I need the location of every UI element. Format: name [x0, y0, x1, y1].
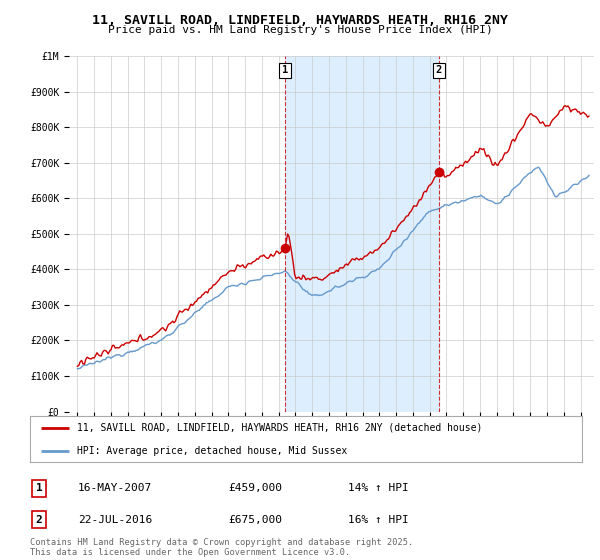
- Text: 1: 1: [35, 483, 43, 493]
- Text: £675,000: £675,000: [228, 515, 282, 525]
- Text: 16-MAY-2007: 16-MAY-2007: [78, 483, 152, 493]
- Bar: [285, 56, 439, 412]
- Text: 11, SAVILL ROAD, LINDFIELD, HAYWARDS HEATH, RH16 2NY: 11, SAVILL ROAD, LINDFIELD, HAYWARDS HEA…: [92, 14, 508, 27]
- Text: Contains HM Land Registry data © Crown copyright and database right 2025.
This d: Contains HM Land Registry data © Crown c…: [30, 538, 413, 557]
- Text: 22-JUL-2016: 22-JUL-2016: [78, 515, 152, 525]
- Text: 2: 2: [436, 65, 442, 75]
- Text: 14% ↑ HPI: 14% ↑ HPI: [348, 483, 409, 493]
- Text: 1: 1: [282, 65, 288, 75]
- Text: 2: 2: [35, 515, 43, 525]
- Text: HPI: Average price, detached house, Mid Sussex: HPI: Average price, detached house, Mid …: [77, 446, 347, 455]
- Text: 16% ↑ HPI: 16% ↑ HPI: [348, 515, 409, 525]
- Text: £459,000: £459,000: [228, 483, 282, 493]
- Text: 11, SAVILL ROAD, LINDFIELD, HAYWARDS HEATH, RH16 2NY (detached house): 11, SAVILL ROAD, LINDFIELD, HAYWARDS HEA…: [77, 423, 482, 432]
- Text: Price paid vs. HM Land Registry's House Price Index (HPI): Price paid vs. HM Land Registry's House …: [107, 25, 493, 35]
